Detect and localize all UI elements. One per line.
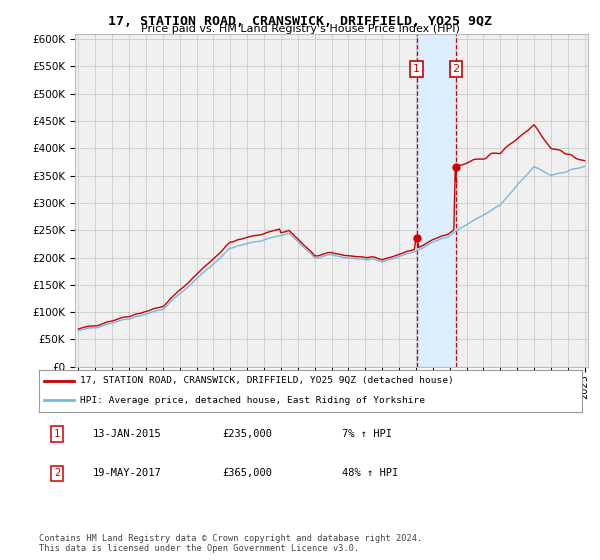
Text: Price paid vs. HM Land Registry's House Price Index (HPI): Price paid vs. HM Land Registry's House … [140, 24, 460, 34]
Text: 13-JAN-2015: 13-JAN-2015 [93, 429, 162, 439]
Text: 2: 2 [452, 64, 460, 74]
Bar [416, 34, 456, 367]
Text: 17, STATION ROAD, CRANSWICK, DRIFFIELD, YO25 9QZ (detached house): 17, STATION ROAD, CRANSWICK, DRIFFIELD, … [80, 376, 454, 385]
Text: 48% ↑ HPI: 48% ↑ HPI [342, 468, 398, 478]
Text: HPI: Average price, detached house, East Riding of Yorkshire: HPI: Average price, detached house, East… [80, 396, 425, 405]
Text: Contains HM Land Registry data © Crown copyright and database right 2024.
This d: Contains HM Land Registry data © Crown c… [39, 534, 422, 553]
Text: 2: 2 [54, 468, 60, 478]
Text: £365,000: £365,000 [222, 468, 272, 478]
Text: 17, STATION ROAD, CRANSWICK, DRIFFIELD, YO25 9QZ: 17, STATION ROAD, CRANSWICK, DRIFFIELD, … [108, 15, 492, 27]
Text: 19-MAY-2017: 19-MAY-2017 [93, 468, 162, 478]
Text: 1: 1 [54, 429, 60, 439]
Text: 1: 1 [413, 64, 420, 74]
Text: 7% ↑ HPI: 7% ↑ HPI [342, 429, 392, 439]
Text: £235,000: £235,000 [222, 429, 272, 439]
